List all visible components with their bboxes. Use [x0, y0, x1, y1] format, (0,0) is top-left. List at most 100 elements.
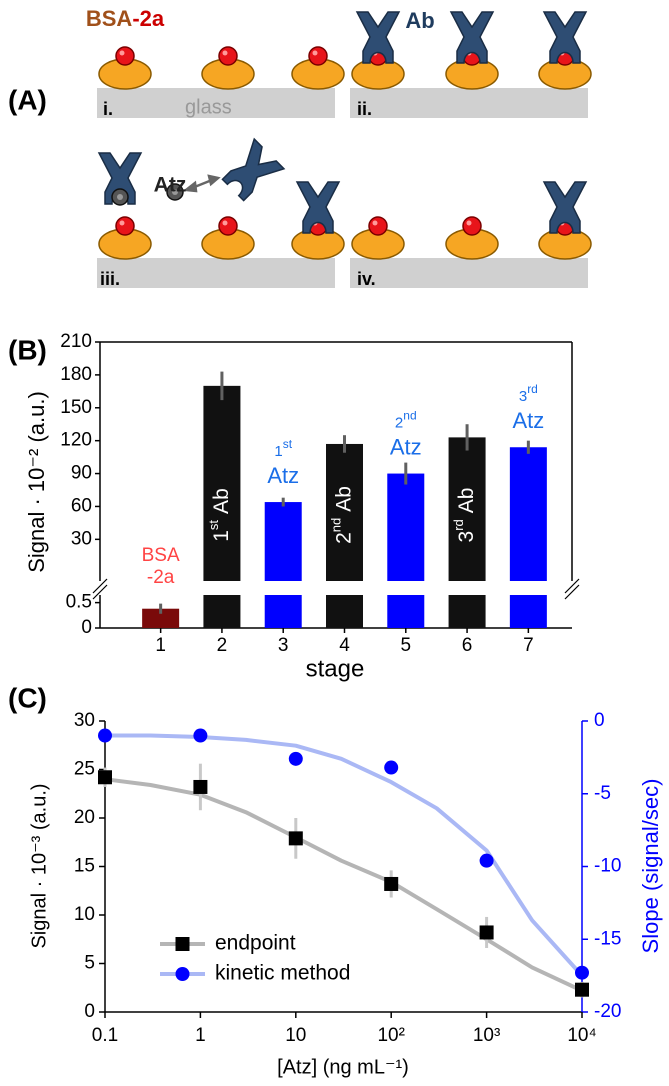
bar-base: [264, 595, 302, 628]
title-part: -2a: [132, 6, 165, 31]
glass-substrate: [350, 88, 588, 118]
annotation-text: Ab: [332, 486, 355, 512]
ordinal-suffix: st: [206, 520, 221, 531]
antibody-free: [217, 138, 285, 206]
point: [575, 965, 589, 980]
bar-annotation: BSA: [142, 545, 180, 566]
point: [384, 876, 399, 891]
bar: [203, 385, 241, 581]
y-tick-label: 150: [60, 397, 92, 418]
step-label: iii.: [100, 269, 120, 289]
bar: [142, 608, 180, 628]
title-part: BSA: [86, 6, 133, 31]
bar-base: [448, 595, 486, 628]
legend-marker: [175, 937, 190, 951]
x-tick-label: 3: [278, 635, 289, 656]
y2-axis-label: Slope (signal/sec): [638, 779, 663, 954]
bsa-conjugate: [291, 46, 345, 90]
annotation-text: Ab: [209, 488, 232, 514]
bar: [448, 437, 486, 581]
y-tick-label: 30: [74, 710, 95, 731]
y2-tick-label: -20: [594, 1001, 621, 1022]
bsa-conjugate: [538, 46, 592, 90]
axis-break: [564, 578, 580, 594]
point: [288, 751, 303, 766]
axis-break: [92, 584, 108, 600]
atrazine-label: Atz: [154, 174, 187, 197]
y-tick-label: 25: [74, 759, 95, 780]
y-tick-label: 120: [60, 430, 92, 451]
point: [288, 831, 303, 846]
y-tick-label: 20: [74, 807, 95, 828]
ordinal: 1: [274, 443, 282, 460]
bar-annotation: 2nd: [395, 409, 417, 432]
y-tick-label: 180: [60, 364, 92, 385]
ordinal-suffix: rd: [527, 382, 538, 396]
bar-annotation: 1st: [274, 437, 292, 460]
bar-annotation: Atz: [390, 434, 422, 459]
step-label: ii.: [357, 99, 372, 119]
point: [479, 853, 494, 868]
glass-substrate: [97, 258, 335, 288]
legend-marker: [175, 967, 190, 981]
x-tick-label: 4: [339, 635, 350, 656]
step-label: iv.: [357, 269, 376, 289]
ordinal: 3: [519, 388, 527, 405]
glass-substrate: [97, 88, 335, 118]
y2-tick-label: -10: [594, 856, 621, 877]
axis-break: [92, 578, 108, 594]
point: [98, 770, 112, 785]
y-tick-label: 90: [71, 463, 92, 484]
bar-annotation: 2nd Ab: [328, 486, 355, 544]
y-tick-label: 30: [71, 528, 92, 549]
y-tick-label: 15: [74, 856, 95, 877]
y-tick-label: 60: [71, 495, 92, 516]
title: BSA-2a: [86, 6, 165, 31]
y-tick-label: 10: [74, 904, 95, 925]
bar-annotation: -2a: [147, 567, 175, 588]
y-tick-label: 0: [81, 617, 92, 638]
scatter-chart: 0 5 10 15 20 25 30 0 -5 -10 -15 -20 0.1 1 10 10² 10³ 10⁴ e…: [8, 682, 663, 1078]
y-tick-label: 0.5: [66, 592, 92, 613]
bar: [509, 447, 547, 581]
ordinal: 1: [209, 530, 232, 542]
ordinal-suffix: st: [283, 437, 293, 451]
ordinal-suffix: rd: [451, 519, 466, 531]
legend-label: kinetic method: [215, 962, 350, 985]
y-tick-label: 5: [84, 953, 95, 974]
bar-annotation: 1st Ab: [206, 488, 233, 542]
y-tick-label: 210: [60, 331, 92, 352]
ordinal: 2: [395, 415, 403, 432]
bar-annotation: Atz: [512, 408, 544, 433]
y2-tick-label: -5: [594, 783, 611, 804]
x-tick-label: 10³: [473, 1025, 500, 1046]
x-tick-label: 6: [462, 635, 473, 656]
panel-label: (B): [8, 334, 47, 365]
x-tick-label: 1: [155, 635, 166, 656]
bsa-conjugate: [291, 216, 345, 260]
x-tick-label: 1: [195, 1025, 206, 1046]
y-axis-label: Signal · 10⁻² (a.u.): [24, 391, 49, 573]
x-tick-label: 10²: [377, 1025, 404, 1046]
panel-label: (A): [8, 84, 47, 115]
point: [98, 728, 112, 743]
atrazine: [111, 188, 129, 206]
bar: [326, 443, 363, 581]
fit-curve: [104, 777, 583, 993]
bar-base: [387, 595, 425, 628]
y2-tick-label: 0: [594, 710, 605, 731]
exchange-arrow: [182, 174, 221, 193]
y-tick-label: 0: [84, 1001, 95, 1022]
step-label: i.: [103, 99, 113, 119]
bsa-conjugate: [201, 216, 255, 260]
substrate-label: glass: [185, 96, 232, 118]
x-tick-label: 7: [523, 635, 534, 656]
x-axis-label: [Atz] (ng mL⁻¹): [277, 1056, 409, 1078]
panel-label: (C): [8, 682, 47, 713]
bsa-conjugate: [445, 216, 499, 260]
bar-annotation: Atz: [267, 463, 299, 488]
y-axis-label: Signal · 10⁻³ (a.u.): [28, 783, 50, 948]
annotation-text: Ab: [455, 488, 478, 514]
